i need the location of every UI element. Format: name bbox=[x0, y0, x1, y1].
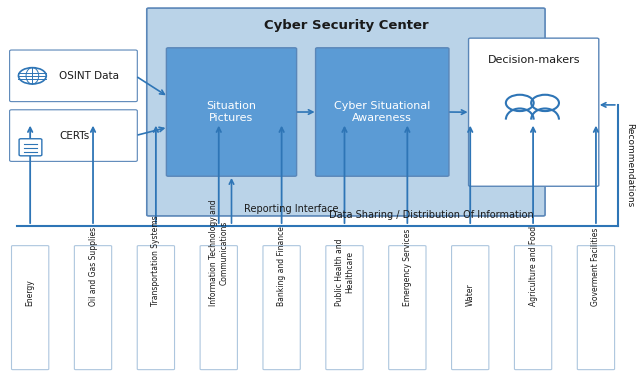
FancyBboxPatch shape bbox=[515, 246, 552, 370]
FancyBboxPatch shape bbox=[74, 246, 112, 370]
Text: CERTs: CERTs bbox=[59, 131, 89, 141]
FancyBboxPatch shape bbox=[167, 48, 296, 176]
Text: Emergency Services: Emergency Services bbox=[403, 229, 412, 306]
Text: Decision-makers: Decision-makers bbox=[487, 55, 580, 65]
FancyBboxPatch shape bbox=[200, 246, 237, 370]
Text: Banking and Finance: Banking and Finance bbox=[277, 226, 286, 306]
Text: Goverment Facilities: Goverment Facilities bbox=[591, 227, 600, 306]
FancyBboxPatch shape bbox=[469, 38, 598, 186]
Text: Public Health and
Healthcare: Public Health and Healthcare bbox=[335, 238, 354, 306]
Text: Water: Water bbox=[466, 283, 474, 306]
Text: Data Sharing / Distribution Of Information: Data Sharing / Distribution Of Informati… bbox=[329, 211, 534, 220]
Text: Cyber Security Center: Cyber Security Center bbox=[263, 19, 428, 33]
FancyBboxPatch shape bbox=[10, 50, 137, 102]
FancyBboxPatch shape bbox=[263, 246, 300, 370]
Text: Transportation Systems: Transportation Systems bbox=[151, 215, 160, 306]
FancyBboxPatch shape bbox=[326, 246, 363, 370]
FancyBboxPatch shape bbox=[19, 139, 42, 156]
FancyBboxPatch shape bbox=[577, 246, 614, 370]
FancyBboxPatch shape bbox=[137, 246, 174, 370]
Text: Cyber Situational
Awareness: Cyber Situational Awareness bbox=[334, 101, 431, 123]
Text: Energy: Energy bbox=[25, 279, 34, 306]
FancyBboxPatch shape bbox=[389, 246, 426, 370]
Text: OSINT Data: OSINT Data bbox=[59, 71, 119, 81]
FancyBboxPatch shape bbox=[452, 246, 489, 370]
Text: Situation
Pictures: Situation Pictures bbox=[207, 101, 256, 123]
Text: Reporting Interface: Reporting Interface bbox=[244, 204, 338, 214]
FancyBboxPatch shape bbox=[147, 8, 545, 216]
Text: Information Technology and
Communications: Information Technology and Communication… bbox=[209, 199, 228, 306]
FancyBboxPatch shape bbox=[11, 246, 49, 370]
FancyBboxPatch shape bbox=[10, 110, 137, 162]
Text: Recommendations: Recommendations bbox=[625, 123, 633, 208]
FancyBboxPatch shape bbox=[315, 48, 449, 176]
Text: Oil and Gas Supplies: Oil and Gas Supplies bbox=[88, 227, 97, 306]
Text: Agriculture and Food: Agriculture and Food bbox=[529, 226, 537, 306]
